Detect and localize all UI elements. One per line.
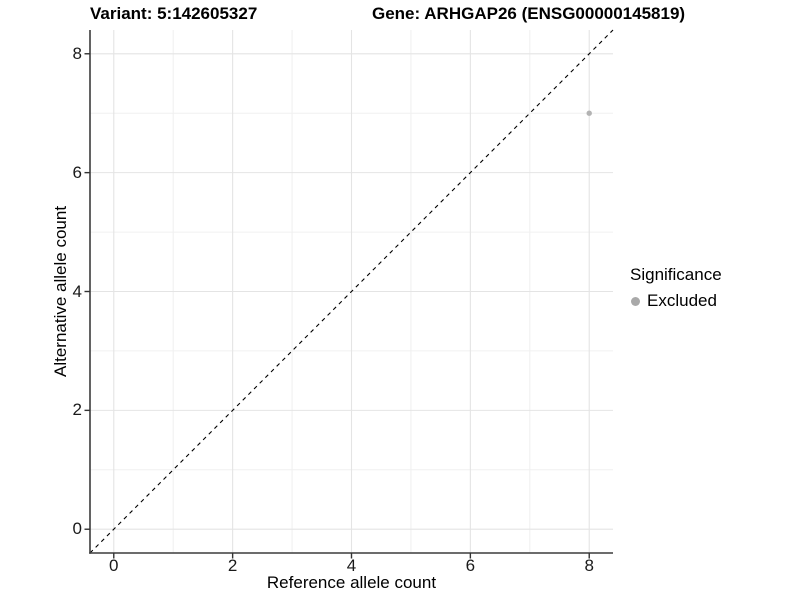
- x-tick-label: 4: [346, 556, 357, 575]
- legend-item-label: Excluded: [647, 291, 717, 310]
- x-tick-label: 6: [465, 556, 476, 575]
- identity-line: [89, 29, 614, 554]
- legend-title: Significance: [630, 265, 722, 284]
- gene-title: Gene: ARHGAP26 (ENSG00000145819): [372, 4, 686, 23]
- legend: Significance Excluded: [630, 265, 722, 311]
- data-point: [586, 110, 592, 116]
- y-tick-label: 0: [72, 519, 82, 539]
- x-tick-label: 0: [109, 556, 119, 575]
- y-tick-label: 8: [72, 43, 82, 63]
- y-tick-label: 6: [72, 162, 82, 182]
- plot-panel: [84, 29, 614, 559]
- x-tick-label: 8: [584, 556, 594, 575]
- x-tick-label: 2: [227, 556, 238, 575]
- y-tick-label: 4: [72, 281, 82, 301]
- variant-title: Variant: 5:142605327: [90, 4, 258, 23]
- plot-canvas: [84, 29, 614, 559]
- legend-key-dot-icon: [631, 296, 640, 306]
- y-tick-label: 2: [72, 400, 82, 420]
- x-axis-title: Reference allele count: [266, 573, 437, 592]
- legend-item-excluded: Excluded: [630, 291, 722, 311]
